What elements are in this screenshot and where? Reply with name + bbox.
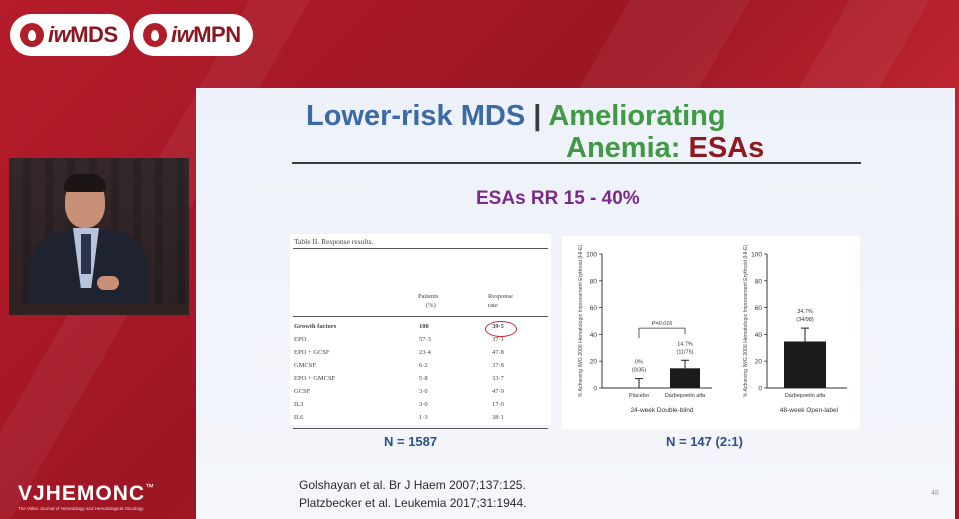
y-tick-label: 80 [755,278,763,285]
row-label: GCSF [294,388,311,395]
bar [784,341,826,388]
row-rate: 17·0 [492,401,504,408]
y-tick-label: 40 [590,332,598,339]
row-patients: 6·2 [419,362,428,369]
speaker-video [9,158,189,315]
y-tick-label: 0 [758,386,762,393]
slide-subtitle: ESAs RR 15 - 40% [476,188,640,209]
brand-tagline: The Video Journal of Hematology and Hema… [18,506,144,511]
y-tick-label: 100 [586,252,597,259]
bar-count-label: (11/75) [676,349,693,355]
bar-count-label: (34/98) [796,317,814,323]
logo-suffix: MPN [193,22,241,47]
y-tick-label: 100 [751,252,762,259]
table-row: IL6 1·3 38·1 [294,414,544,426]
iwmpn-logo: iwMPN [133,14,253,56]
row-patients: 57·3 [419,336,431,343]
row-patients: 100 [419,323,429,330]
y-tick-label: 60 [590,305,598,312]
row-label: EPO + GMCSF [294,375,336,382]
y-tick-label: 80 [590,278,598,285]
logo-prefix: iw [171,22,194,47]
table-row: EPO 57·3 37·1 [294,336,544,348]
row-rate: 47·9 [492,388,504,395]
row-patients: 23·4 [419,349,431,356]
n-label-left: N = 1587 [384,434,438,449]
row-label: GMCSF [294,362,317,369]
y-tick-label: 20 [590,359,598,366]
title-divider [292,162,861,164]
bar-value-label: 0% [635,360,643,366]
row-rate: 33·7 [492,375,504,382]
category-label: Darbepoetin alfa [785,393,826,399]
blood-drop-icon [143,23,167,47]
y-axis-label: % Achieving IWG 2006 Hematologic Improve… [743,244,749,397]
x-axis-label: 48-week Open-label [780,407,839,414]
table-row: EPO + GMCSF 5·8 33·7 [294,375,544,387]
y-tick-label: 0 [593,386,597,393]
reference-1: Golshayan et al. Br J Haem 2007;137:125. [299,478,526,492]
bar [670,368,700,388]
y-tick-label: 20 [755,359,763,366]
references: Golshayan et al. Br J Haem 2007;137:125.… [299,476,526,512]
iwmds-logo: iwMDS [10,14,130,56]
table-row: GCSF 3·0 47·9 [294,388,544,400]
row-label: IL3 [294,401,304,408]
y-tick-label: 40 [755,332,763,339]
table-row: GMCSF 6·2 37·8 [294,362,544,374]
y-tick-label: 60 [755,305,763,312]
table-row: IL3 3·0 17·0 [294,401,544,413]
row-label: EPO [294,336,307,343]
presentation-slide: Lower-risk MDS | Ameliorating Anemia: ES… [196,88,955,519]
category-label: Darbepoetin alfa [665,393,706,399]
page-number: 48 [931,490,939,497]
col-patients-header: Patients (%) [418,293,439,309]
table-row: EPO + GCSF 23·4 47·8 [294,349,544,361]
table-caption: Table II. Response results. [294,237,374,246]
slide-title-line2: Anemia: ESAs [566,132,765,164]
slide-title: Lower-risk MDS | Ameliorating [306,100,726,132]
row-label: Growth factors [294,323,337,330]
hi-e-bar-charts: 0 20 40 60 80 100% Achieving IWG 2006 Hematol… [562,236,860,429]
row-rate: 38·1 [492,414,504,421]
row-patients: 3·0 [419,388,428,395]
x-axis-label: 24-week Double-blind [631,407,694,414]
bar-value-label: 34.7% [797,309,813,315]
p-value-annotation: P=0.016 [652,321,674,327]
row-label: EPO + GCSF [294,349,330,356]
row-rate: 47·8 [492,349,504,356]
row-rate: 37·1 [492,336,504,343]
vjhemonc-logo: VJHEMONC™ The Video Journal of Hematolog… [18,482,156,511]
response-results-table: Table II. Response results. Patients (%) … [290,234,551,429]
n-label-right: N = 147 (2:1) [666,434,743,449]
blood-drop-icon [20,23,44,47]
bar-count-label: (0/35) [632,368,647,374]
category-label: Placebo [629,393,649,399]
row-patients: 3·0 [419,401,428,408]
col-response-header: Response rate [488,293,513,309]
row-patients: 5·8 [419,375,428,382]
row-label: IL6 [294,414,304,421]
logo-suffix: MDS [70,22,118,47]
highlight-circle [485,321,517,337]
bar-value-label: 14.7% [677,341,693,347]
row-patients: 1·3 [419,414,428,421]
logo-prefix: iw [48,22,71,47]
y-axis-label: % Achieving IWG 2006 Hematologic Improve… [578,244,584,397]
row-rate: 37·8 [492,362,504,369]
reference-2: Platzbecker et al. Leukemia 2017;31:1944… [299,496,527,510]
